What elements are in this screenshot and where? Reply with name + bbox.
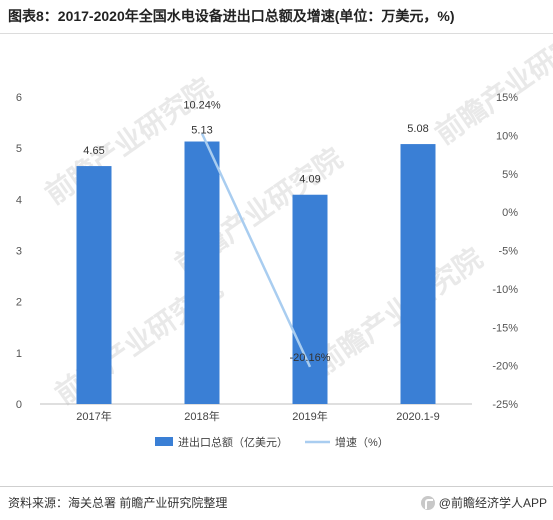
bar xyxy=(76,166,112,404)
bar xyxy=(184,141,220,404)
brand-text: @前瞻经济学人APP xyxy=(438,496,547,510)
y-left-tick-label: 6 xyxy=(16,92,22,104)
bar xyxy=(400,144,436,404)
growth-line xyxy=(200,133,312,368)
chart-title: 图表8：2017-2020年全国水电设备进出口总额及增速(单位：万美元，%) xyxy=(8,8,455,24)
y-right-tick-label: 0% xyxy=(502,207,518,219)
y-left-tick-label: 2 xyxy=(16,297,22,309)
bar xyxy=(292,194,328,404)
brand-logo-icon xyxy=(420,496,435,510)
y-left-tick-label: 4 xyxy=(16,194,22,206)
growth-value-label: -20.16% xyxy=(290,352,331,364)
footer-divider xyxy=(0,486,553,487)
brand-credit: @前瞻经济学人APP xyxy=(420,494,547,511)
y-left-tick-label: 5 xyxy=(16,143,22,155)
legend-bar-swatch xyxy=(155,437,173,446)
y-left-tick-label: 3 xyxy=(16,246,22,258)
source-note: 资料来源：海关总署 前瞻产业研究院整理 xyxy=(8,496,228,510)
y-right-tick-label: -5% xyxy=(498,246,518,258)
growth-value-label: 10.24% xyxy=(183,100,221,112)
bar-value-label: 5.13 xyxy=(191,125,212,137)
bar-value-label: 4.09 xyxy=(299,174,320,186)
legend-bar-label: 进出口总额（亿美元） xyxy=(178,435,288,449)
y-right-tick-label: -25% xyxy=(492,399,518,411)
bar-value-label: 5.08 xyxy=(407,123,428,135)
x-tick-label: 2019年 xyxy=(292,409,327,423)
combo-chart: 0 1 2 3 4 5 6 -25% -20% -15% -10% -5% 0% 5% 10% 15% 4.65… xyxy=(16,92,518,449)
y-left-tick-label: 0 xyxy=(16,399,22,411)
y-right-tick-label: -15% xyxy=(492,322,518,334)
bar-value-label: 4.65 xyxy=(83,145,104,157)
x-tick-label: 2018年 xyxy=(184,409,219,423)
x-tick-label: 2020.1-9 xyxy=(396,411,439,423)
y-right-tick-label: 5% xyxy=(502,169,518,181)
y-left-tick-label: 1 xyxy=(16,348,22,360)
y-right-tick-label: -10% xyxy=(492,284,518,296)
x-tick-label: 2017年 xyxy=(76,409,111,423)
y-right-tick-label: 15% xyxy=(496,92,518,104)
y-right-tick-label: -20% xyxy=(492,361,518,373)
y-right-tick-label: 10% xyxy=(496,130,518,142)
title-divider xyxy=(0,33,553,34)
legend-line-label: 增速（%） xyxy=(335,435,389,449)
